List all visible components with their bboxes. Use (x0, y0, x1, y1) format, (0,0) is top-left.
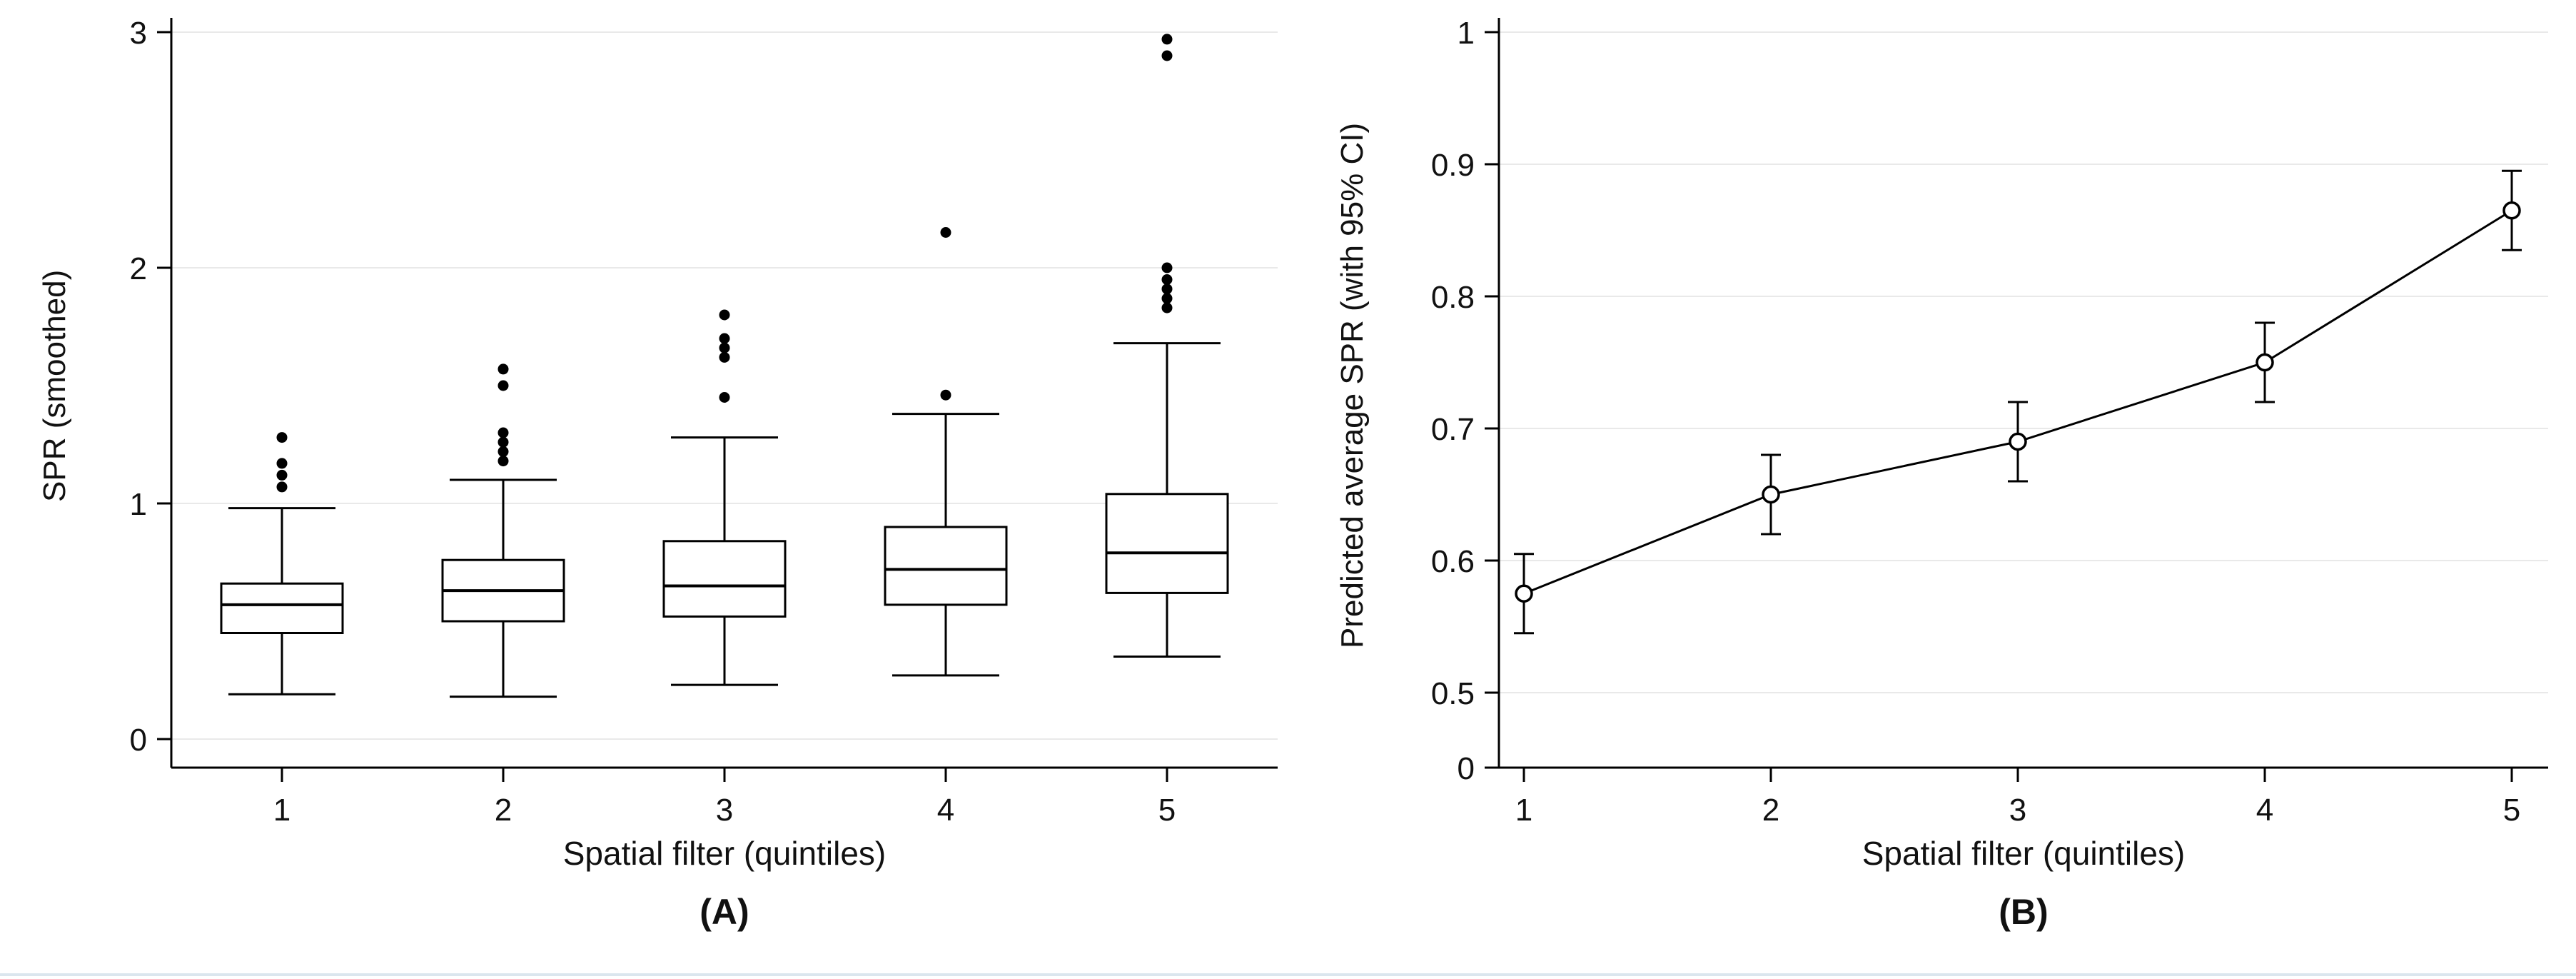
outlier-point (1161, 274, 1173, 285)
y-tick-label: 0.7 (1431, 412, 1475, 447)
x-tick-label: 1 (273, 793, 291, 828)
outlier-point (497, 436, 509, 448)
y-tick-label: 2 (130, 251, 147, 286)
outlier-point (719, 392, 730, 403)
x-tick-label: 5 (2503, 793, 2520, 828)
panel-a-y-axis-label: SPR (smoothed) (37, 269, 72, 502)
panel-a: 0 1 2 3 1 2 3 4 5 SPR (smoothed) Spatial filter … (37, 16, 1278, 932)
x-tick-label: 4 (2256, 793, 2273, 828)
x-tick-label: 2 (495, 793, 512, 828)
outlier-point (497, 363, 509, 375)
outlier-point (276, 481, 288, 493)
bottom-divider (0, 973, 2576, 976)
box (884, 526, 1008, 606)
x-tick-label: 3 (716, 793, 733, 828)
box (1105, 493, 1229, 594)
outlier-point (276, 432, 288, 443)
y-tick-label: 0.6 (1431, 544, 1475, 579)
y-tick-label: 0 (1458, 751, 1475, 786)
data-point (2502, 201, 2521, 220)
y-tick-label: 3 (130, 16, 147, 51)
outlier-point (1161, 302, 1173, 313)
outlier-point (719, 309, 730, 321)
outlier-point (1161, 50, 1173, 61)
data-point (2256, 353, 2274, 372)
data-point (1515, 584, 1533, 603)
box (662, 540, 787, 618)
outlier-point (497, 446, 509, 457)
outlier-point (1161, 262, 1173, 273)
x-tick-label: 5 (1158, 793, 1176, 828)
x-tick-label: 2 (1762, 793, 1779, 828)
line-ci-svg: 1 0.9 0.8 0.7 0.6 0.5 0 1 2 3 4 5 (1431, 16, 2548, 828)
outlier-point (940, 389, 951, 401)
panel-b-x-axis-label: Spatial filter (quintiles) (1862, 835, 2186, 872)
outlier-point (497, 380, 509, 391)
outlier-point (719, 333, 730, 344)
panel-b-label: (B) (1999, 892, 2049, 932)
x-tick-label: 3 (2009, 793, 2026, 828)
outlier-point (1161, 34, 1173, 45)
boxplot-svg: 0 1 2 3 1 2 3 4 5 (130, 16, 1278, 828)
y-tick-label: 0.8 (1431, 280, 1475, 315)
y-tick-label: 0 (130, 723, 147, 758)
panel-a-x-axis-label: Spatial filter (quintiles) (562, 835, 887, 872)
data-point (1762, 485, 1780, 504)
y-tick-label: 0.9 (1431, 148, 1475, 183)
y-tick-label: 0.5 (1431, 676, 1475, 711)
outlier-point (497, 456, 509, 467)
y-tick-label: 1 (1458, 16, 1475, 51)
panel-b: 1 0.9 0.8 0.7 0.6 0.5 0 1 2 3 4 5 Predicted average… (1320, 0, 2576, 979)
data-point (2009, 432, 2027, 451)
outlier-point (940, 227, 951, 238)
outlier-point (1161, 293, 1173, 304)
outlier-point (719, 342, 730, 353)
outlier-point (1161, 283, 1173, 295)
box (220, 582, 344, 635)
outlier-point (719, 351, 730, 363)
outlier-point (497, 427, 509, 438)
x-tick-label: 1 (1515, 793, 1532, 828)
outlier-point (276, 469, 288, 481)
outlier-point (276, 458, 288, 469)
x-tick-label: 4 (937, 793, 954, 828)
panel-a-label: (A) (699, 892, 749, 932)
y-tick-label: 1 (130, 487, 147, 522)
panel-b-y-axis-label: Predicted average SPR (with 95% CI) (1335, 122, 1370, 649)
